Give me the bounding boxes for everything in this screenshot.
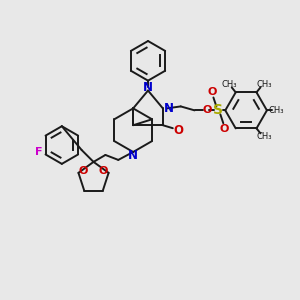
- Text: CH₃: CH₃: [257, 80, 272, 89]
- Text: CH₃: CH₃: [257, 132, 272, 141]
- Text: O: O: [99, 166, 108, 176]
- Text: CH₃: CH₃: [221, 80, 236, 89]
- Text: N: N: [128, 149, 138, 162]
- Text: O: O: [174, 124, 184, 137]
- Text: O: O: [208, 86, 217, 97]
- Text: CH₃: CH₃: [268, 106, 283, 115]
- Text: O: O: [79, 166, 88, 176]
- Text: O: O: [220, 124, 229, 134]
- Text: O: O: [203, 105, 212, 116]
- Text: S: S: [213, 103, 224, 117]
- Text: N: N: [164, 102, 174, 115]
- Text: N: N: [143, 81, 153, 94]
- Text: F: F: [35, 148, 42, 158]
